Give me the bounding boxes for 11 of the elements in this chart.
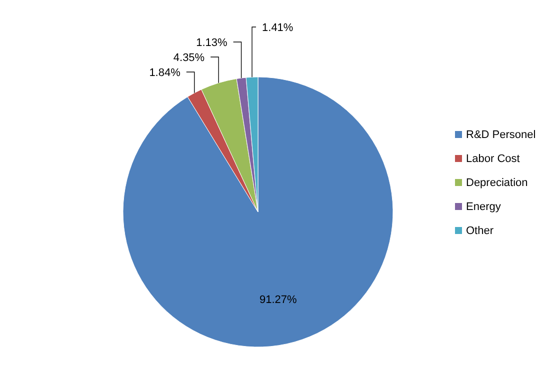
data-label: 1.13% bbox=[196, 37, 228, 49]
data-label: 1.41% bbox=[262, 22, 294, 34]
pie-slice bbox=[122, 76, 394, 348]
legend-label: Depreciation bbox=[466, 177, 528, 189]
legend-label: Energy bbox=[466, 201, 502, 213]
legend-label: Labor Cost bbox=[466, 153, 520, 165]
data-label: 4.35% bbox=[173, 52, 205, 64]
legend-label: R&D Personel bbox=[466, 129, 536, 141]
data-label: 91.27% bbox=[259, 294, 297, 306]
legend-label: Other bbox=[466, 225, 494, 237]
data-label: 1.84% bbox=[149, 67, 181, 79]
